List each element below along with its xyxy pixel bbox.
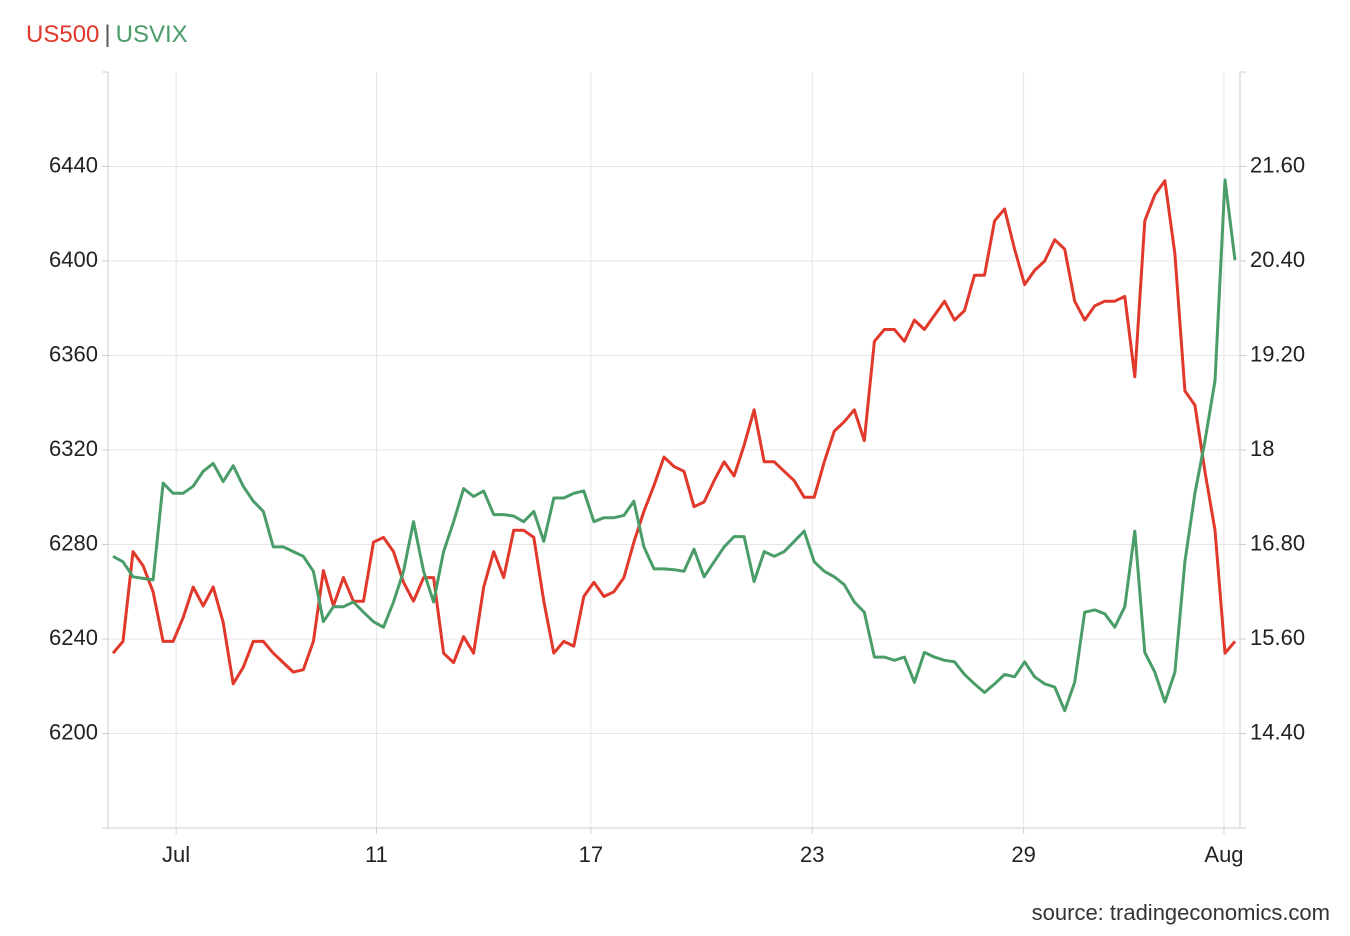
x-tick-label: 29 — [1011, 842, 1035, 867]
legend-separator: | — [104, 21, 110, 48]
y-tick-label: 6360 — [49, 341, 98, 366]
legend: US500 | USVIX — [26, 21, 188, 48]
y-tick-label: 6280 — [49, 530, 98, 555]
series-line — [112, 178, 1237, 713]
y2-tick-label: 18 — [1250, 436, 1274, 461]
y2-tick-label: 16.80 — [1250, 530, 1305, 555]
y-tick-label: 6440 — [49, 152, 98, 177]
y-tick-label: 6320 — [49, 436, 98, 461]
y2-tick-label: 19.20 — [1250, 341, 1305, 366]
y2-tick-label: 20.40 — [1250, 247, 1305, 272]
y-tick-label: 6400 — [49, 247, 98, 272]
x-tick-label: 23 — [800, 842, 824, 867]
y2-tick-label: 21.60 — [1250, 152, 1305, 177]
y-tick-label: 6200 — [49, 719, 98, 744]
x-tick-label: 11 — [365, 842, 388, 867]
series-line — [111, 179, 1237, 686]
legend-entry: USVIX — [116, 21, 188, 48]
y2-tick-label: 14.40 — [1250, 719, 1305, 744]
x-tick-label: Jul — [162, 842, 190, 867]
x-tick-label: 17 — [579, 842, 603, 867]
legend-entry: US500 — [26, 21, 99, 48]
y2-tick-label: 15.60 — [1250, 625, 1305, 650]
y-tick-label: 6240 — [49, 625, 98, 650]
source: source: tradingeconomics.com — [1032, 900, 1330, 925]
x-tick-label: Aug — [1204, 842, 1243, 867]
